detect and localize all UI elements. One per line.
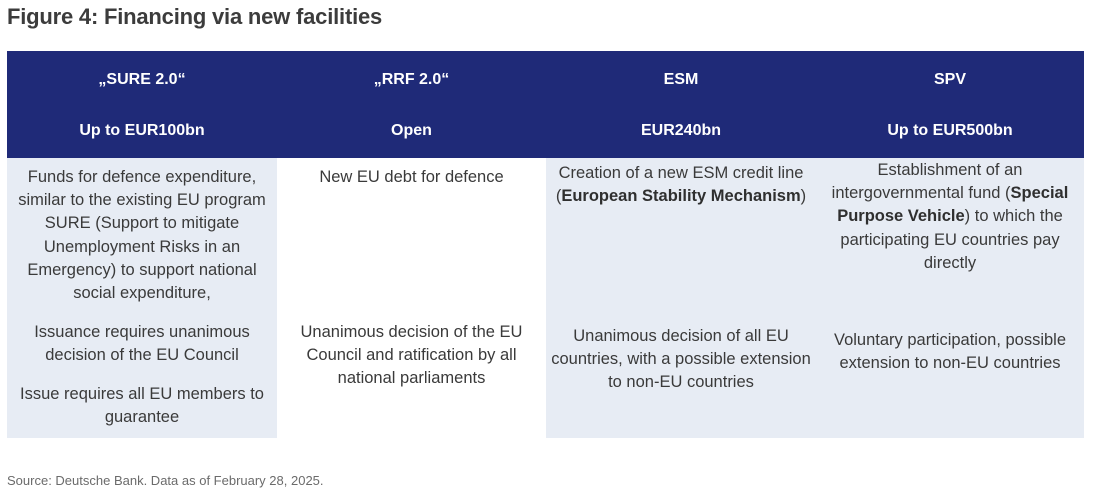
rrf-description: New EU debt for defence xyxy=(319,168,504,186)
column-spv: Establishment of an intergovernmental fu… xyxy=(816,158,1084,438)
amount-esm: EUR240bn xyxy=(640,122,722,139)
sure-description: Funds for defence expenditure, similar t… xyxy=(18,168,266,303)
amount-rrf: Open xyxy=(391,122,432,139)
header-rrf: „RRF 2.0“ xyxy=(373,71,450,88)
header-spv: SPV xyxy=(933,71,966,88)
esm-desc-bold: European Stability Mechanism xyxy=(561,187,801,206)
esm-description: Creation of a new ESM credit line (Europ… xyxy=(548,162,814,208)
esm-desc-post: ) xyxy=(800,187,807,206)
rrf-decision: Unanimous decision of the EU Council and… xyxy=(300,323,523,388)
spv-desc-pre: Establishment of an intergovernmental fu… xyxy=(831,161,1023,203)
spv-desc-post: ) to which the participating EU countrie… xyxy=(840,207,1063,272)
figure-title: Figure 4: Financing via new facilities xyxy=(7,4,383,29)
source-note: Source: Deutsche Bank. Data as of Februa… xyxy=(7,473,324,488)
column-sure: Funds for defence expenditure, similar t… xyxy=(7,158,277,438)
sure-decision: Issuance requires unanimous decision of … xyxy=(34,323,250,365)
amount-sure: Up to EUR100bn xyxy=(79,122,205,139)
financing-table: „SURE 2.0“ „RRF 2.0“ ESM SPV Up to EUR10… xyxy=(7,51,1084,438)
sure-guarantee: Issue requires all EU members to guarant… xyxy=(20,385,264,427)
column-rrf: New EU debt for defence Unanimous decisi… xyxy=(277,158,546,438)
header-sure: „SURE 2.0“ xyxy=(98,71,186,88)
esm-desc-pre: Creation of a new ESM credit line ( xyxy=(555,164,804,206)
spv-description: Establishment of an intergovernmental fu… xyxy=(818,159,1082,275)
body-row: Funds for defence expenditure, similar t… xyxy=(7,158,1084,438)
esm-decision: Unanimous decision of all EU countries, … xyxy=(551,327,811,392)
spv-desc-bold: Special Purpose Vehicle xyxy=(837,184,1069,226)
header-row-amounts: Up to EUR100bn Open EUR240bn Up to EUR50… xyxy=(7,106,1084,158)
amount-spv: Up to EUR500bn xyxy=(887,122,1013,139)
spv-decision: Voluntary participation, possible extens… xyxy=(833,331,1067,373)
header-row-names: „SURE 2.0“ „RRF 2.0“ ESM SPV xyxy=(7,51,1084,106)
header-esm: ESM xyxy=(663,71,699,88)
column-esm: Creation of a new ESM credit line (Europ… xyxy=(546,158,816,438)
